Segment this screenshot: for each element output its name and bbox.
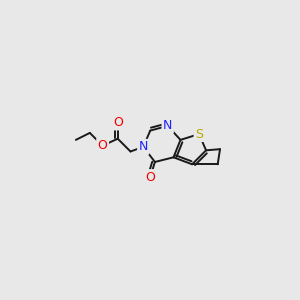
Text: N: N (163, 119, 172, 132)
Text: O: O (145, 171, 155, 184)
Text: N: N (139, 140, 148, 153)
Text: S: S (195, 128, 203, 141)
Text: O: O (98, 139, 107, 152)
Text: O: O (113, 116, 123, 129)
